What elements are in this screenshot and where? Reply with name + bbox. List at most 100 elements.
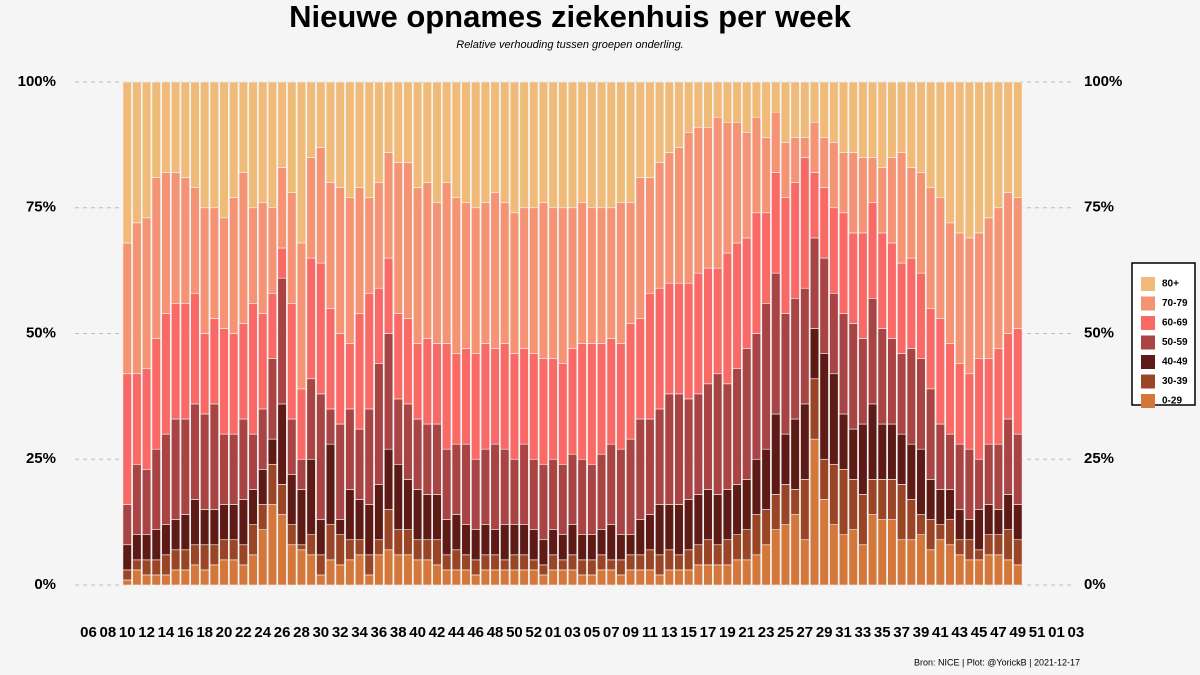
- bar-segment: [635, 554, 645, 571]
- x-tick-label: 24: [254, 624, 271, 641]
- x-tick-label: 12: [138, 624, 155, 641]
- bar-segment: [674, 393, 684, 505]
- bar-segment: [267, 438, 278, 465]
- bar-segment: [645, 514, 655, 551]
- bar-segment: [587, 343, 597, 465]
- bar-segment: [732, 368, 742, 485]
- y-tick-label: 25%: [26, 450, 56, 467]
- bar-segment: [141, 559, 152, 576]
- bar-segment: [1013, 564, 1023, 586]
- bar-segment: [442, 554, 452, 571]
- bar-segment: [964, 237, 974, 375]
- x-tick-label: 18: [196, 624, 213, 641]
- bar-segment: [335, 519, 345, 535]
- bar-segment: [258, 81, 268, 204]
- bar-segment: [354, 313, 365, 430]
- bar-segment: [238, 172, 248, 324]
- bar-segment: [655, 574, 665, 586]
- bar-segment: [422, 539, 432, 561]
- bar-segment: [316, 262, 326, 395]
- x-tick-label: 11: [642, 624, 658, 641]
- bar-segment: [829, 292, 839, 375]
- bar-segment: [800, 539, 810, 586]
- bar-segment: [403, 529, 413, 556]
- bar-segment: [141, 217, 152, 370]
- bar-segment: [703, 539, 713, 566]
- bar-segment: [1003, 192, 1013, 334]
- bar-segment: [209, 564, 219, 586]
- bar-segment: [974, 458, 984, 510]
- bar-segment: [529, 458, 539, 530]
- bar-segment: [906, 499, 916, 541]
- bar-segment: [732, 534, 742, 561]
- bar-segment: [248, 554, 258, 586]
- bar-segment: [306, 458, 316, 535]
- bar-segment: [480, 448, 490, 525]
- bar-segment: [306, 257, 316, 380]
- bar-segment: [935, 81, 945, 198]
- x-tick-label: 51: [1029, 624, 1046, 641]
- bar-segment: [858, 423, 868, 495]
- x-tick-label: 20: [216, 624, 233, 641]
- bar-segment: [200, 81, 210, 209]
- bar-segment: [500, 524, 510, 561]
- bar-segment: [625, 323, 636, 440]
- bar-segment: [171, 303, 181, 420]
- bar-segment: [354, 499, 365, 541]
- bar-segment: [674, 554, 684, 571]
- bar-segment: [451, 569, 461, 586]
- bar-segment: [132, 569, 142, 586]
- bar-segment: [848, 428, 858, 480]
- bar-segment: [316, 147, 326, 264]
- bar-segment: [364, 197, 374, 294]
- bar-segment: [577, 574, 587, 586]
- bar-segment: [761, 509, 771, 546]
- bar-segment: [974, 509, 984, 551]
- bar-segment: [887, 81, 897, 158]
- bar-segment: [529, 529, 539, 561]
- bar-segment: [722, 81, 732, 123]
- bar-segment: [635, 519, 645, 556]
- bar-segment: [519, 207, 529, 349]
- bar-segment: [422, 494, 432, 541]
- bar-segment: [141, 368, 152, 470]
- bar-segment: [1003, 81, 1013, 193]
- bar-segment: [1003, 559, 1013, 586]
- bar-segment: [229, 81, 239, 198]
- bar-segment: [422, 338, 432, 425]
- bar-segment: [751, 81, 762, 118]
- bar-segment: [432, 423, 442, 495]
- bar-segment: [732, 81, 742, 123]
- bar-segment: [151, 574, 161, 586]
- bar-segment: [616, 534, 626, 561]
- bar-segment: [219, 559, 229, 586]
- bar-segment: [432, 564, 442, 586]
- bar-segment: [848, 479, 858, 530]
- bar-segment: [558, 559, 568, 571]
- x-tick-label: 48: [487, 624, 504, 641]
- legend-swatch: [1141, 316, 1155, 330]
- bar-segment: [780, 484, 791, 525]
- bar-segment: [732, 559, 742, 586]
- bar-segment: [374, 554, 384, 586]
- bar-segment: [664, 549, 674, 571]
- bar-segment: [383, 509, 394, 551]
- bar-segment: [180, 81, 190, 178]
- bar-segment: [364, 554, 374, 576]
- bar-segment: [790, 182, 800, 299]
- legend-label: 70-79: [1162, 298, 1188, 309]
- bar-segment: [190, 81, 200, 188]
- bar-segment: [209, 544, 219, 566]
- bar-segment: [190, 187, 200, 294]
- bar-segment: [132, 222, 142, 375]
- bar-segment: [345, 81, 355, 198]
- bar-segment: [122, 579, 132, 586]
- bar-segment: [403, 554, 413, 586]
- bar-segment: [577, 202, 587, 344]
- bar-segment: [1013, 197, 1023, 329]
- bar-segment: [296, 81, 307, 244]
- bar-segment: [732, 121, 742, 244]
- x-tick-label: 33: [855, 624, 872, 641]
- chart-subtitle: Relative verhouding tussen groepen onder…: [456, 39, 684, 51]
